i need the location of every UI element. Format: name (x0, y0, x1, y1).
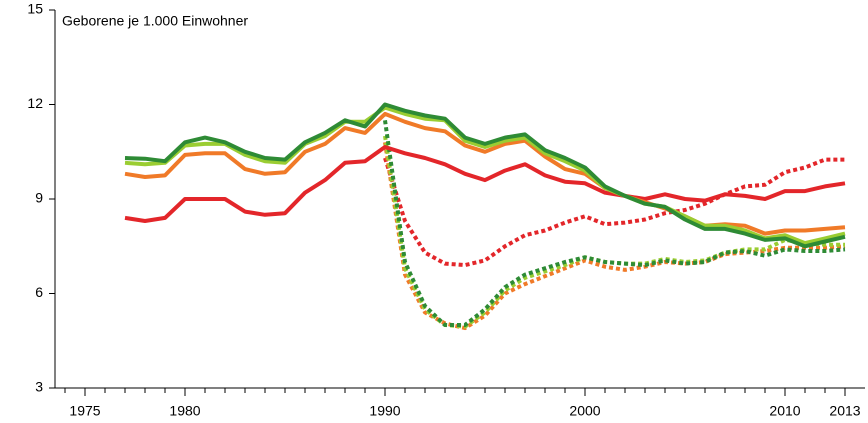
y-tick-label: 3 (35, 379, 43, 395)
y-tick-label: 6 (35, 284, 43, 300)
line-series (383, 142, 846, 331)
line-series (124, 145, 846, 223)
line-series (124, 102, 846, 249)
y-axis-label: Geborene je 1.000 Einwohner (62, 13, 248, 29)
x-tick-label: 2013 (829, 403, 860, 419)
line-series (124, 105, 846, 246)
x-tick-label: 1990 (369, 403, 400, 419)
line-series (124, 111, 846, 236)
line-series (383, 157, 845, 268)
x-tick-label: 1975 (69, 403, 100, 419)
x-tick-label: 2010 (769, 403, 800, 419)
y-tick-label: 15 (27, 1, 43, 17)
y-tick-label: 12 (27, 95, 43, 111)
x-tick-label: 1980 (169, 403, 200, 419)
x-tick-label: 2000 (569, 403, 600, 419)
line-series (383, 135, 845, 329)
y-tick-label: 9 (35, 190, 43, 206)
line-series (383, 120, 846, 327)
